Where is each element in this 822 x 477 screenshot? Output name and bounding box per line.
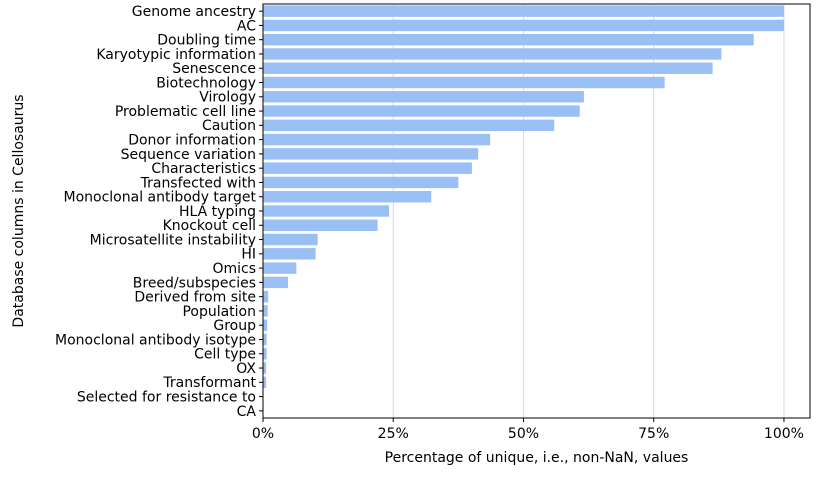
- category-label-12: Transfected with: [140, 175, 256, 191]
- bar-15: [263, 219, 378, 231]
- category-label-19: Breed/subspecies: [133, 275, 256, 291]
- x-axis-ticks: 0% 25% 50% 75% 100%: [252, 418, 804, 442]
- bar-20: [263, 290, 269, 303]
- bar-12: [263, 176, 459, 189]
- category-label-17: HI: [241, 247, 256, 263]
- bar-14: [263, 205, 390, 217]
- category-label-14: HLA typing: [179, 204, 256, 220]
- bars: [263, 5, 784, 417]
- bar-7: [263, 105, 580, 117]
- x-tick-label-0: 0%: [252, 426, 274, 442]
- category-label-7: Problematic cell line: [115, 104, 256, 120]
- bar-13: [263, 191, 432, 203]
- bar-26: [263, 376, 267, 389]
- bar-22: [263, 319, 268, 331]
- y-axis-label: Database columns in Cellosaurus: [11, 94, 27, 327]
- category-label-25: OX: [236, 361, 256, 377]
- category-label-11: Characteristics: [151, 161, 256, 177]
- bar-1: [263, 19, 784, 32]
- plot-frame: [262, 3, 811, 419]
- x-tick-label-4: 100%: [764, 426, 804, 442]
- bar-0: [263, 5, 784, 17]
- bar-23: [263, 333, 267, 346]
- category-label-10: Sequence variation: [121, 147, 256, 163]
- bar-11: [263, 162, 472, 174]
- bar-17: [263, 248, 316, 260]
- category-label-3: Karyotypic information: [96, 47, 256, 63]
- category-label-8: Caution: [202, 118, 256, 134]
- bar-19: [263, 276, 289, 289]
- bar-5: [263, 76, 665, 89]
- category-label-27: Selected for resistance to: [77, 389, 256, 405]
- bar-24: [263, 348, 267, 360]
- bar-8: [263, 119, 555, 132]
- category-label-22: Group: [213, 318, 256, 334]
- category-label-23: Monoclonal antibody isotype: [55, 332, 256, 348]
- bar-25: [263, 362, 267, 374]
- category-label-24: Cell type: [194, 347, 256, 363]
- bar-21: [263, 305, 268, 317]
- x-tick-label-2: 50%: [508, 426, 539, 442]
- x-axis-label: Percentage of unique, i.e., non-NaN, val…: [385, 450, 689, 466]
- bar-10: [263, 148, 479, 160]
- category-label-4: Senescence: [172, 61, 256, 77]
- category-label-20: Derived from site: [134, 290, 256, 306]
- bar-2: [263, 33, 754, 46]
- x-tick-label-3: 75%: [638, 426, 669, 442]
- category-label-26: Transformant: [162, 375, 256, 391]
- category-label-1: AC: [237, 18, 256, 34]
- category-label-2: Doubling time: [157, 33, 256, 49]
- category-label-13: Monoclonal antibody target: [64, 190, 257, 206]
- bar-3: [263, 48, 722, 60]
- bar-4: [263, 62, 713, 74]
- category-label-5: Biotechnology: [156, 75, 256, 91]
- bar-6: [263, 91, 584, 103]
- category-label-18: Omics: [212, 261, 256, 277]
- category-label-16: Microsatellite instability: [90, 232, 256, 248]
- category-label-6: Virology: [199, 90, 256, 106]
- category-label-0: Genome ancestry: [132, 4, 256, 20]
- bar-16: [263, 233, 318, 246]
- category-label-28: CA: [237, 404, 257, 420]
- bar-18: [263, 262, 297, 274]
- category-label-21: Population: [182, 304, 256, 320]
- x-tick-label-1: 25%: [378, 426, 409, 442]
- bar-9: [263, 133, 491, 146]
- category-label-15: Knockout cell: [163, 218, 256, 234]
- category-label-9: Donor information: [128, 133, 256, 149]
